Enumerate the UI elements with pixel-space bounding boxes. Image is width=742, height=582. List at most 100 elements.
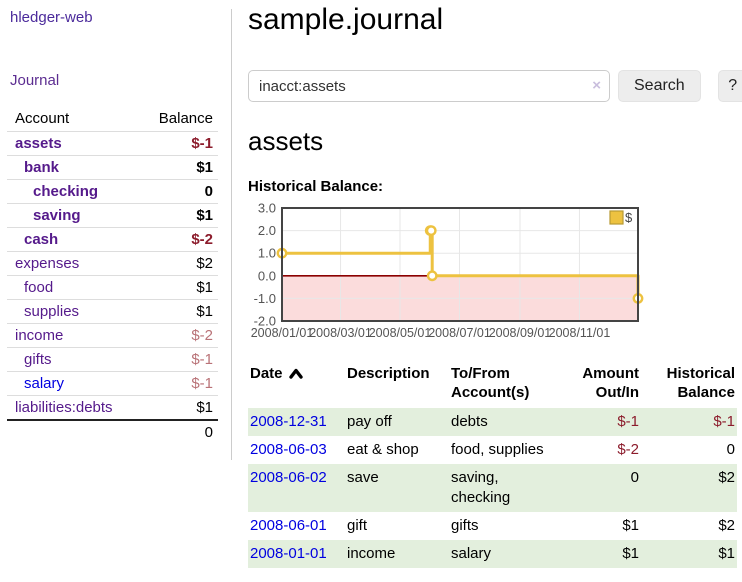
amount-cell: $-2 (617, 441, 639, 458)
accounts-balance-table: Account Balance assets $-1 bank $1 checking 0… (7, 108, 218, 444)
header-label: Amount (582, 365, 639, 382)
account-balance: $2 (142, 251, 218, 276)
account-balance: $-1 (142, 131, 218, 156)
account-row: saving $1 (7, 203, 218, 228)
help-button[interactable]: ? (717, 70, 742, 102)
header-label: To/From (451, 365, 510, 382)
account-row: liabilities:debts $1 (7, 395, 218, 421)
account-link[interactable]: saving (33, 207, 81, 224)
description-cell: gift (347, 517, 368, 534)
account-link[interactable]: salary (24, 375, 65, 392)
y-axis-tick-label: 1.0 (258, 246, 276, 261)
account-row: gifts $-1 (7, 347, 218, 372)
search-input[interactable] (248, 70, 610, 102)
account-name-cell: food (7, 275, 143, 300)
sort-ascending-icon (288, 368, 303, 379)
transaction-date-link[interactable]: 2008-06-03 (250, 441, 327, 458)
x-axis-tick-label: 2008/03/01 (309, 326, 372, 340)
account-link[interactable]: gifts (24, 351, 52, 368)
date-cell: 2008-12-31 (248, 408, 345, 436)
description-cell: save (345, 464, 449, 512)
account-balance: $-1 (142, 371, 218, 396)
transaction-date-link[interactable]: 2008-12-31 (250, 413, 327, 430)
amount-cell: $1 (561, 540, 641, 568)
account-link[interactable]: bank (24, 159, 60, 176)
date-cell: 2008-01-01 (248, 540, 345, 568)
legend-swatch (609, 210, 624, 225)
x-axis-tick-label: 2008/11/01 (549, 326, 611, 340)
account-row: income $-2 (7, 323, 218, 348)
search-field-wrap: × (248, 70, 610, 102)
account-balance: $1 (142, 275, 218, 300)
date-cell: 2008-06-03 (248, 436, 345, 464)
x-axis-tick-label: 2008/09/01 (489, 326, 552, 340)
account-link[interactable]: income (15, 327, 64, 344)
search-button[interactable]: Search (618, 70, 701, 102)
column-header-date[interactable]: Date (248, 362, 345, 408)
y-axis-tick-label: -2.0 (254, 314, 276, 329)
description-cell: income (345, 540, 449, 568)
data-point-marker (426, 270, 438, 282)
account-name-cell: income (7, 323, 143, 348)
page-title: sample.journal (248, 3, 444, 36)
header-label: Description (347, 365, 430, 382)
transaction-row: 2008-06-02 save saving, checking 0 $2 (248, 464, 737, 512)
header-label: Out/In (595, 384, 639, 401)
account-name-cell: gifts (7, 347, 143, 372)
column-header-amount-out/in: Amount Out/In (561, 362, 641, 408)
clear-search-icon[interactable]: × (592, 77, 601, 94)
account-name-cell: salary (7, 371, 143, 396)
account-link[interactable]: cash (24, 231, 59, 248)
account-name-cell: checking (7, 179, 143, 204)
transaction-date-link[interactable]: 2008-06-01 (250, 517, 327, 534)
account-link[interactable]: liabilities:debts (15, 399, 113, 416)
journal-nav-link[interactable]: Journal (10, 72, 60, 89)
account-name-cell: supplies (7, 299, 143, 324)
historical-balance-cell: $-1 (641, 408, 737, 436)
accounts-cell: food, supplies (451, 441, 544, 458)
description-cell: pay off (345, 408, 449, 436)
y-axis-tick-label: 2.0 (258, 223, 276, 238)
account-link[interactable]: expenses (15, 255, 80, 272)
account-name-cell: saving (7, 203, 143, 228)
historical-balance-cell: $1 (641, 540, 737, 568)
app-title-link[interactable]: hledger-web (10, 9, 93, 26)
chart-title: Historical Balance: (248, 178, 384, 195)
sidebar: hledger-web Journal Account Balance asse… (0, 0, 232, 568)
transactions-header-row: Date Description To/From Account(s) Amount Ou… (248, 362, 737, 408)
column-header-historical-balance: Historical Balance (641, 362, 737, 408)
transaction-row: 2008-06-01 gift gifts $1 $2 (248, 512, 737, 540)
account-balance: $1 (142, 395, 218, 421)
account-row: bank $1 (7, 155, 218, 180)
transaction-date-link[interactable]: 2008-01-01 (250, 545, 327, 562)
x-axis-tick-label: 2008/05/01 (369, 326, 432, 340)
historical-balance-chart: $3.0 2.0 1.0 0.0 -1.0 -2.0 2008/01/01 2008/03/0… (248, 202, 742, 344)
account-link[interactable]: checking (33, 183, 99, 200)
y-axis-tick-label: 3.0 (258, 202, 276, 216)
chart-svg: $3.0 2.0 1.0 0.0 -1.0 -2.02008/01/012008/03/0… (251, 202, 644, 340)
account-balance: $-1 (142, 347, 218, 372)
accounts-table-header-row: Account Balance (7, 108, 218, 132)
account-row: salary $-1 (7, 371, 218, 396)
app-window: hledger-web Journal Account Balance asse… (0, 0, 742, 568)
transaction-date-link[interactable]: 2008-06-02 (250, 469, 327, 486)
account-balance: $1 (142, 299, 218, 324)
plot-border (281, 207, 639, 322)
account-link[interactable]: food (24, 279, 54, 296)
main-content: sample.journal × Search ? assets Histori… (232, 0, 742, 568)
y-axis-tick-label: -1.0 (254, 291, 276, 306)
accounts-total-row: 0 (7, 419, 218, 444)
search-bar: × Search ? (248, 70, 742, 102)
account-heading: assets (248, 126, 324, 156)
account-row: assets $-1 (7, 131, 218, 156)
amount-cell: $-1 (561, 408, 641, 436)
x-axis-tick-label: 2008/07/01 (428, 326, 491, 340)
account-link[interactable]: assets (15, 135, 62, 152)
account-name-cell: bank (7, 155, 143, 180)
account-name-cell: expenses (7, 251, 143, 276)
account-link[interactable]: supplies (24, 303, 80, 320)
data-point-marker (425, 225, 437, 237)
accounts-cell: gifts (451, 517, 479, 534)
sidebar-panel: hledger-web Journal Account Balance asse… (0, 9, 232, 460)
account-name-cell: cash (7, 227, 143, 252)
